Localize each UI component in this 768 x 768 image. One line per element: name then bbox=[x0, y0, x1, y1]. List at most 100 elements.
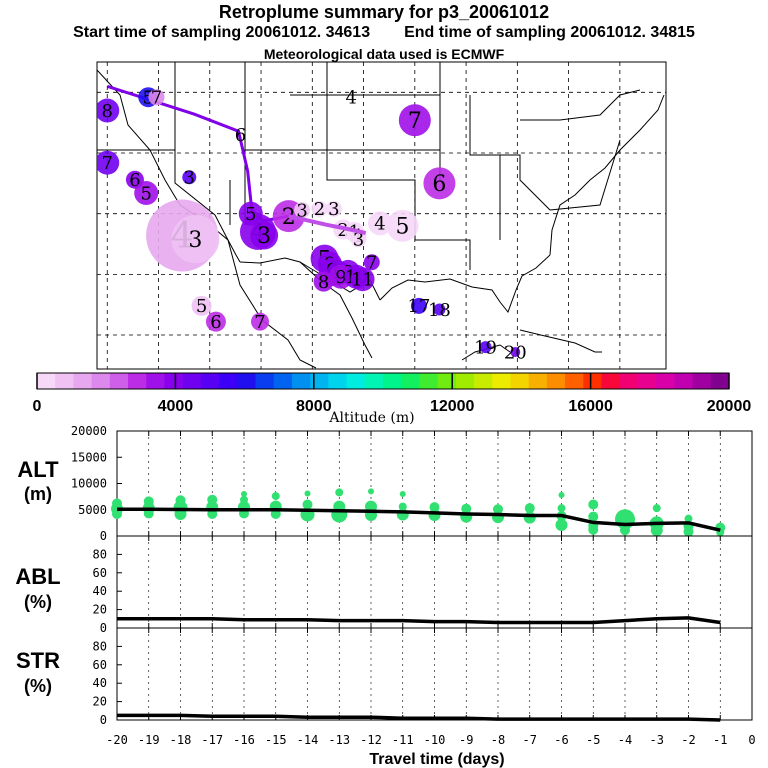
colorbar-swatch bbox=[383, 373, 402, 389]
alt-dot bbox=[620, 525, 630, 536]
marker-label: 20 bbox=[504, 342, 527, 363]
plume-marker bbox=[205, 311, 226, 332]
x-tick-label: -6 bbox=[554, 733, 568, 747]
y-tick-label: 5000 bbox=[78, 503, 107, 517]
y-tick-label: 0 bbox=[100, 713, 107, 727]
altitude-colorbar: 0 4000 8000 12000 16000 20000 bbox=[33, 372, 752, 415]
x-tick-label: 0 bbox=[748, 733, 755, 747]
y-tick-label: 20 bbox=[93, 603, 107, 617]
y-tick-label: 40 bbox=[93, 584, 107, 598]
alt-dot bbox=[331, 506, 348, 523]
plume-marker bbox=[423, 167, 456, 200]
marker-label: 9 bbox=[335, 267, 346, 288]
trajectory-line-late bbox=[288, 214, 367, 236]
colorbar-tick-label: 16000 bbox=[568, 398, 613, 415]
y-tick-label: 60 bbox=[93, 658, 107, 672]
colorbar-swatch bbox=[546, 373, 566, 389]
marker-label: 8 bbox=[102, 101, 113, 122]
alt-dot bbox=[652, 504, 661, 513]
x-tick-label: -2 bbox=[681, 733, 695, 747]
abl-line bbox=[117, 616, 721, 625]
marker-label: 7 bbox=[151, 87, 162, 108]
y-tick-label: 60 bbox=[93, 566, 107, 580]
str-panel: 80 60 40 20 0 bbox=[93, 627, 753, 727]
alt-dot bbox=[428, 509, 441, 521]
colorbar-swatch bbox=[674, 373, 693, 389]
colorbar-swatch bbox=[565, 373, 584, 389]
marker-label: 19 bbox=[474, 337, 497, 358]
colorbar-swatch bbox=[510, 373, 530, 389]
marker-label: 7 bbox=[408, 109, 422, 134]
alt-dot bbox=[684, 514, 693, 523]
str-label: STR bbox=[16, 648, 60, 673]
colorbar-tick-label: 0 bbox=[33, 398, 42, 415]
marker-label: 3 bbox=[184, 168, 195, 189]
marker-label: 2 bbox=[337, 220, 348, 241]
plume-marker bbox=[97, 98, 120, 123]
colorbar-swatch bbox=[273, 373, 293, 389]
alt-dot bbox=[304, 490, 311, 497]
alt-dot bbox=[650, 524, 663, 537]
marker-label: 4 bbox=[346, 87, 357, 108]
colorbar-swatch bbox=[310, 373, 329, 389]
alt-unit: (m) bbox=[24, 484, 52, 504]
alt-dot bbox=[588, 499, 599, 510]
colorbar-swatch bbox=[164, 373, 184, 389]
y-tick-label: 80 bbox=[93, 547, 107, 561]
alt-dot bbox=[558, 492, 565, 499]
alt-dot bbox=[588, 524, 599, 535]
x-tick-label: -1 bbox=[713, 733, 727, 747]
colorbar-swatch bbox=[55, 373, 74, 389]
end-time: End time of sampling 20061012. 34815 bbox=[404, 24, 695, 41]
plume-marker bbox=[479, 341, 492, 354]
colorbar-tick-label: 20000 bbox=[707, 398, 752, 415]
x-tick-label: -17 bbox=[201, 733, 223, 747]
colorbar-swatch bbox=[656, 373, 675, 389]
marker-label: 5 bbox=[396, 215, 410, 240]
alt-dot bbox=[398, 502, 407, 511]
plume-marker bbox=[148, 89, 165, 106]
y-tick-label: 0 bbox=[100, 621, 107, 635]
coastlines-borders bbox=[97, 62, 665, 369]
met-note: Meteorological data used is ECMWF bbox=[263, 46, 505, 62]
x-tick-label: -4 bbox=[618, 733, 632, 747]
marker-label: 3 bbox=[353, 229, 364, 250]
x-tick-label: -10 bbox=[424, 733, 446, 747]
y-tick-label: 10000 bbox=[71, 477, 107, 491]
x-tick-label: -5 bbox=[586, 733, 600, 747]
plume-markers: 4343523232113457658899891011871718192056… bbox=[97, 87, 527, 363]
colorbar-swatch bbox=[601, 373, 621, 389]
x-tick-label: -11 bbox=[392, 733, 414, 747]
plume-marker bbox=[134, 181, 159, 206]
alt-dot bbox=[302, 499, 313, 510]
alt-dot bbox=[683, 526, 694, 537]
y-tick-label: 0 bbox=[100, 529, 107, 543]
plume-marker bbox=[350, 267, 375, 292]
time-series-panels: 20000 15000 10000 5000 0 80 60 40 20 0 80 60 40 20 0 -2… bbox=[71, 424, 756, 747]
x-tick-label: -15 bbox=[265, 733, 287, 747]
colorbar-swatch bbox=[109, 373, 129, 389]
marker-label: 5 bbox=[140, 183, 151, 204]
alt-dot bbox=[524, 503, 535, 514]
colorbar-swatch bbox=[219, 373, 238, 389]
colorbar-swatch bbox=[583, 373, 602, 389]
abl-panel: 80 60 40 20 0 bbox=[93, 535, 753, 635]
colorbar-swatch bbox=[692, 373, 712, 389]
alt-dot bbox=[555, 518, 568, 531]
alt-dot bbox=[399, 491, 406, 497]
colorbar-tick-label: 8000 bbox=[296, 398, 332, 415]
abl-label: ABL bbox=[15, 564, 60, 589]
abl-frame bbox=[116, 535, 753, 629]
colorbar-swatch bbox=[437, 373, 457, 389]
alt-label: ALT bbox=[17, 457, 59, 482]
alt-dot bbox=[588, 511, 599, 522]
marker-label: 5 bbox=[245, 204, 256, 225]
plume-marker bbox=[510, 347, 521, 358]
marker-label: 7 bbox=[366, 253, 377, 274]
colorbar-swatch bbox=[182, 373, 202, 389]
marker-label: 11 bbox=[351, 270, 374, 291]
x-tick-label: -13 bbox=[328, 733, 350, 747]
trajectory-map: 4343523232113457658899891011871718192056… bbox=[96, 61, 667, 370]
alt-dot bbox=[335, 488, 344, 497]
marker-label: 5 bbox=[196, 296, 207, 317]
